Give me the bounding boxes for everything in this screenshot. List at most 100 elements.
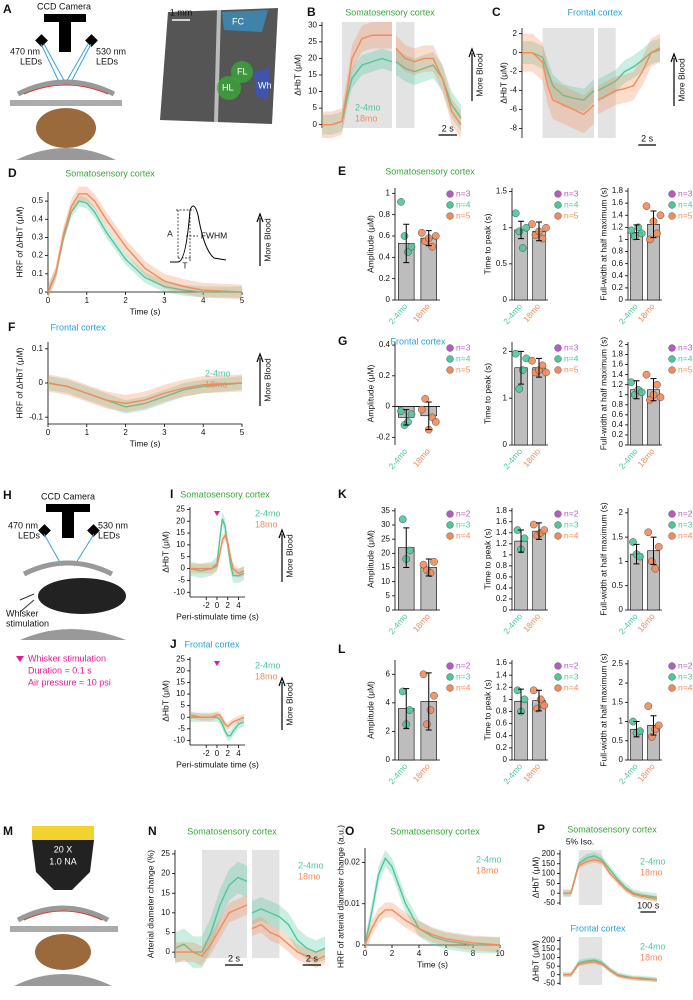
y-tick-label: 0.3 — [32, 233, 44, 242]
x-tick-label: 18mo — [635, 761, 657, 784]
line — [47, 382, 243, 405]
data-point — [542, 368, 550, 377]
ball — [20, 629, 126, 640]
y-tick-label: 150 — [542, 859, 556, 868]
region — [217, 76, 241, 100]
data-point — [520, 534, 529, 543]
y-tick-label: 0.5 — [612, 581, 624, 590]
annotation: T — [182, 260, 187, 270]
data-point — [423, 720, 431, 729]
data-point — [540, 701, 549, 710]
arrow — [256, 352, 264, 406]
vessels — [23, 84, 109, 95]
y-tick-label: 1.5 — [612, 532, 624, 541]
legend-marker — [446, 510, 454, 518]
y-tick-label: 0.2 — [379, 371, 391, 380]
y-tick-label: 1.8 — [612, 186, 624, 195]
legend-label: n=2 — [564, 508, 579, 518]
error-bar — [403, 688, 410, 730]
legend-label: n=4 — [456, 682, 471, 692]
legend-label: 18mo — [476, 865, 499, 875]
legend-label: n=3 — [456, 342, 471, 352]
line — [251, 908, 326, 953]
data-point — [511, 209, 520, 218]
line — [395, 48, 462, 126]
x-tick-label: 18mo — [635, 301, 657, 324]
legend-marker — [554, 673, 562, 681]
line — [395, 61, 462, 119]
legend-marker — [668, 355, 676, 363]
legend-marker — [668, 684, 676, 692]
y-tick-label: -0.1 — [29, 412, 43, 421]
led-label: LEDs — [18, 530, 41, 540]
y-tick-label: 1.2 — [496, 539, 508, 548]
legend-label: n=4 — [456, 530, 471, 540]
y-tick-label: 35 — [381, 506, 390, 515]
arrow — [256, 212, 264, 266]
legend-label: n=2 — [564, 660, 579, 670]
y-tick-label: 5 — [313, 103, 318, 112]
x-tick-label: 2 — [226, 749, 231, 758]
camera-label: CCD Camera — [41, 491, 95, 501]
panel-label: J — [170, 637, 177, 651]
camera — [59, 22, 71, 52]
y-axis-label: Full-width at half maximum (s) — [598, 502, 608, 616]
data-point — [515, 227, 524, 236]
y-tick-label: 1 — [503, 393, 508, 402]
error-band — [365, 850, 500, 954]
y-tick-label: 15 — [381, 563, 390, 572]
data-point — [417, 228, 426, 237]
y-axis-label: Full-width at half maximum (s) — [598, 187, 608, 301]
legend-label: 2-4mo — [205, 368, 231, 378]
y-tick-label: 25 — [161, 849, 170, 858]
y-tick-label: 0.8 — [379, 210, 391, 219]
legend-label: n=2 — [678, 660, 693, 670]
y-tick-label: 2 — [513, 29, 518, 38]
legend-marker — [446, 684, 454, 692]
x-tick-label: 2 — [390, 949, 395, 958]
y-tick-label: 1 — [503, 550, 508, 559]
legend-label: n=3 — [678, 342, 693, 352]
error-bar — [425, 401, 432, 431]
y-tick-label: 2.5 — [612, 659, 624, 668]
legend-label: 2-4mo — [476, 854, 502, 864]
error-band — [252, 916, 325, 968]
line — [563, 859, 658, 900]
data-point — [636, 727, 644, 735]
line — [174, 876, 248, 953]
panel-label: F — [8, 320, 15, 334]
chart-title: Somatosensory cortex — [187, 826, 277, 836]
error-bar — [403, 409, 410, 426]
camera-label: CCD Camera — [37, 1, 91, 11]
legend-marker — [668, 366, 676, 374]
y-tick-label: 0.5 — [612, 736, 624, 745]
legend-label: n=4 — [678, 682, 693, 692]
y-tick-label: 25 — [308, 37, 317, 46]
chart-title: Somatosensory cortex — [385, 166, 475, 176]
y-tick-label: 1 — [503, 223, 508, 232]
y-tick-label: 1 — [619, 557, 624, 566]
panel-label: A — [3, 2, 12, 16]
y-tick-label: 1.6 — [496, 517, 508, 526]
x-tick-label: 2-4mo — [617, 761, 640, 786]
error-band — [190, 711, 244, 730]
x-tick-label: 0 — [215, 601, 220, 610]
legend-marker — [554, 662, 562, 670]
data-point — [538, 361, 547, 370]
bar — [630, 231, 643, 301]
y-tick-label: -6 — [510, 105, 518, 114]
data-point — [522, 223, 531, 232]
bar — [514, 229, 528, 301]
error-band — [322, 48, 392, 135]
legend-marker — [554, 684, 562, 692]
line — [175, 904, 248, 957]
camera — [46, 504, 90, 512]
y-tick-label: 0.5 — [496, 259, 508, 268]
region — [231, 61, 253, 83]
error-bar — [633, 721, 640, 738]
arrow-label: More Blood — [262, 218, 272, 262]
data-point — [426, 706, 435, 714]
error-bar — [425, 558, 432, 577]
legend-label: n=4 — [564, 682, 579, 692]
y-tick-label: 4 — [386, 698, 391, 707]
